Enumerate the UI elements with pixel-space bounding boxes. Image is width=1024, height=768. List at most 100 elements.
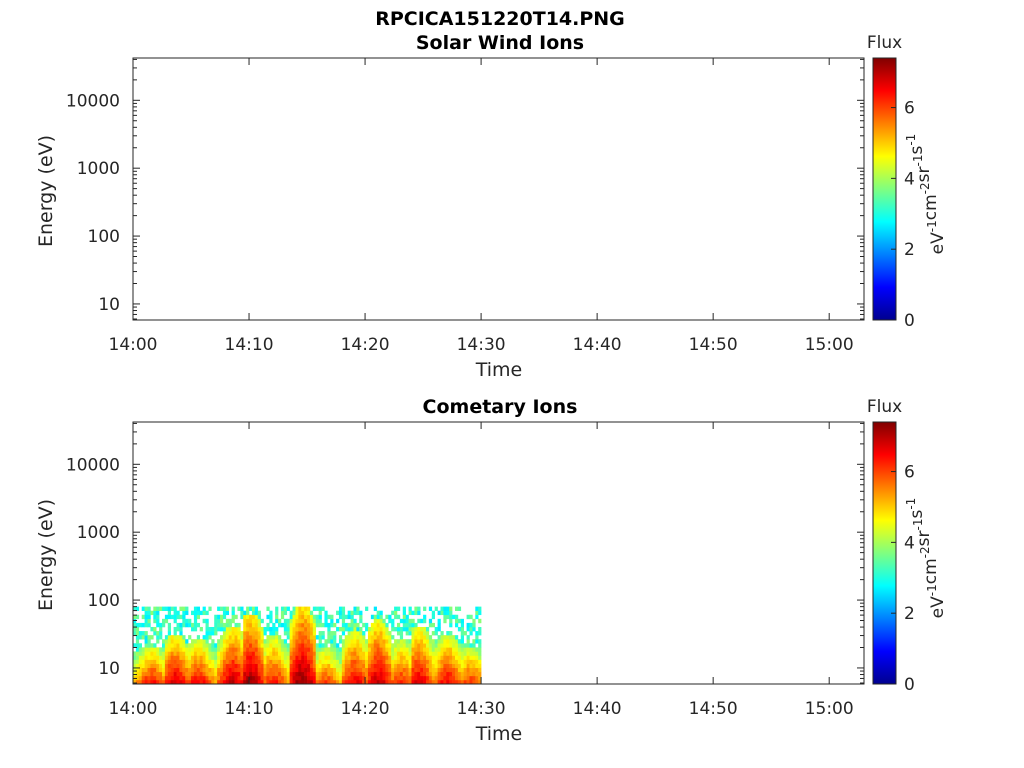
data-cell bbox=[234, 635, 238, 640]
data-cell bbox=[249, 618, 253, 624]
data-cell bbox=[440, 663, 444, 669]
data-cell bbox=[478, 651, 482, 656]
data-cell bbox=[193, 643, 198, 648]
data-cell bbox=[135, 659, 140, 664]
data-cell bbox=[385, 614, 389, 620]
data-cell bbox=[150, 667, 154, 673]
data-cell bbox=[295, 659, 299, 664]
data-cell bbox=[225, 631, 230, 636]
data-cell bbox=[237, 667, 241, 673]
data-cell bbox=[425, 675, 430, 681]
data-cell bbox=[411, 618, 415, 624]
data-cell bbox=[173, 606, 177, 611]
data-cell bbox=[202, 675, 206, 681]
data-cell bbox=[217, 606, 221, 611]
data-cell bbox=[208, 679, 212, 684]
data-cell bbox=[167, 631, 172, 636]
data-cell bbox=[240, 675, 244, 681]
data-cell bbox=[472, 655, 476, 660]
data-cell bbox=[222, 663, 227, 669]
data-cell bbox=[388, 643, 392, 648]
data-cell bbox=[217, 639, 221, 644]
data-cell bbox=[196, 639, 201, 644]
data-cell bbox=[446, 659, 450, 664]
data-cell bbox=[275, 643, 279, 648]
x-tick-label: 14:50 bbox=[689, 699, 738, 719]
data-cell bbox=[324, 643, 328, 648]
data-cell bbox=[431, 614, 435, 620]
data-cell bbox=[376, 631, 380, 636]
data-cell bbox=[170, 643, 174, 648]
data-cell bbox=[408, 675, 412, 681]
data-cell bbox=[240, 671, 244, 677]
data-cell bbox=[382, 659, 386, 664]
data-cell bbox=[164, 618, 169, 624]
colorbar-tick-label: 6 bbox=[904, 99, 915, 119]
data-cell bbox=[295, 614, 299, 620]
data-cell bbox=[214, 618, 218, 624]
data-cell bbox=[341, 663, 346, 669]
data-cell bbox=[199, 663, 203, 669]
data-cell bbox=[251, 655, 256, 660]
data-cell bbox=[199, 667, 203, 673]
data-cell bbox=[304, 635, 308, 640]
data-cell bbox=[211, 643, 215, 648]
data-cell bbox=[431, 679, 435, 684]
data-cell bbox=[324, 614, 328, 620]
data-cell bbox=[414, 643, 418, 648]
data-cell bbox=[347, 679, 351, 684]
data-cell bbox=[411, 643, 415, 648]
data-cell bbox=[266, 635, 270, 640]
data-cell bbox=[452, 643, 456, 648]
data-cell bbox=[405, 647, 409, 652]
data-cell bbox=[330, 679, 334, 684]
data-cell bbox=[246, 643, 250, 648]
data-cell bbox=[394, 606, 398, 611]
data-cell bbox=[362, 631, 366, 636]
data-cell bbox=[379, 675, 383, 681]
data-cell bbox=[338, 651, 343, 656]
data-cell bbox=[269, 671, 273, 677]
data-cell bbox=[275, 631, 279, 636]
data-cell bbox=[466, 679, 470, 684]
data-cell bbox=[251, 635, 256, 640]
data-cell bbox=[234, 622, 238, 628]
data-cell bbox=[243, 635, 247, 640]
data-cell bbox=[356, 675, 360, 681]
data-cell bbox=[150, 610, 154, 616]
data-cell bbox=[359, 635, 363, 640]
data-cell bbox=[289, 659, 293, 664]
data-cell bbox=[193, 622, 198, 628]
data-cell bbox=[275, 626, 279, 632]
data-cell bbox=[292, 631, 296, 636]
data-cell bbox=[324, 639, 328, 644]
data-cell bbox=[208, 651, 212, 656]
data-cell bbox=[135, 622, 140, 628]
data-cell bbox=[428, 639, 433, 644]
data-cell bbox=[217, 671, 221, 677]
data-cell bbox=[295, 626, 299, 632]
data-cell bbox=[156, 675, 160, 681]
data-cell bbox=[301, 626, 305, 632]
data-cell bbox=[275, 659, 279, 664]
data-cell bbox=[266, 667, 270, 673]
data-cell bbox=[298, 659, 302, 664]
data-cell bbox=[211, 675, 215, 681]
data-cell bbox=[254, 659, 259, 664]
data-cell bbox=[272, 679, 276, 684]
data-cell bbox=[417, 606, 421, 611]
data-cell bbox=[179, 671, 183, 677]
data-cell bbox=[193, 651, 198, 656]
data-cell bbox=[246, 614, 250, 620]
data-cell bbox=[382, 671, 386, 677]
data-cell bbox=[153, 671, 157, 677]
data-cell bbox=[333, 667, 337, 673]
data-cell bbox=[286, 631, 290, 636]
data-cell bbox=[266, 679, 270, 684]
data-cell bbox=[399, 679, 404, 684]
data-cell bbox=[321, 647, 325, 652]
data-cell bbox=[269, 631, 273, 636]
data-cell bbox=[312, 606, 317, 611]
data-cell bbox=[423, 675, 427, 681]
data-cell bbox=[417, 635, 421, 640]
